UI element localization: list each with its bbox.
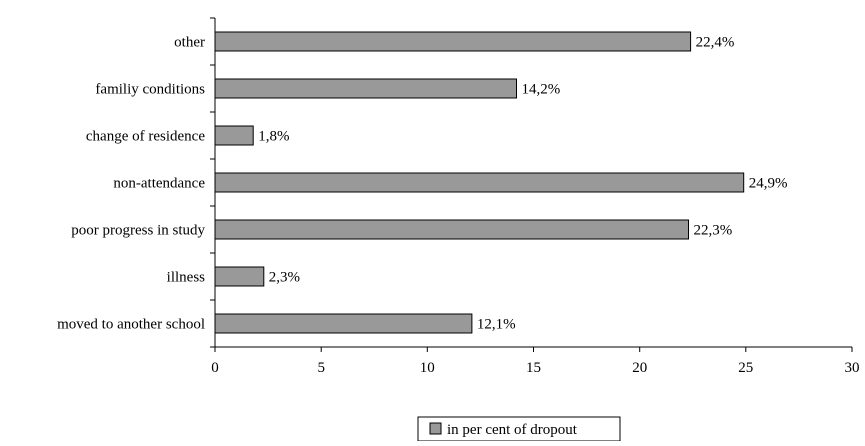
bar-value-label: 1,8% [258, 129, 289, 145]
category-label: moved to another school [57, 317, 205, 333]
bar-value-label: 14,2% [522, 82, 561, 98]
bar [214, 266, 265, 287]
category-label: poor progress in study [71, 223, 205, 239]
bar [214, 172, 745, 193]
category-label: illness [167, 270, 205, 286]
x-tick-label: 20 [632, 360, 647, 376]
bars-layer [214, 31, 745, 334]
legend-swatch [429, 422, 442, 435]
labels-layer: 22,4% other 14,2% familiy conditions 1,8% cha… [57, 35, 859, 377]
category-label: familiy conditions [95, 82, 205, 98]
bar [214, 31, 692, 52]
x-tick-label: 30 [845, 360, 860, 376]
category-label: non-attendance [113, 176, 205, 192]
bar-value-label: 2,3% [269, 270, 300, 286]
category-label: change of residence [86, 129, 205, 145]
bar-value-label: 22,4% [696, 35, 735, 51]
x-tick-label: 0 [211, 360, 219, 376]
legend-label: in per cent of dropout [447, 422, 578, 438]
axes-layer [210, 17, 853, 352]
bar [214, 313, 473, 334]
x-tick-label: 25 [738, 360, 753, 376]
bar [214, 78, 517, 99]
legend: in per cent of dropout [417, 416, 621, 442]
x-tick-label: 10 [420, 360, 435, 376]
legend-box [417, 416, 621, 442]
bar-value-label: 24,9% [749, 176, 788, 192]
bar [214, 219, 689, 240]
x-tick-label: 15 [526, 360, 541, 376]
bar-value-label: 22,3% [694, 223, 733, 239]
bar [214, 125, 254, 146]
category-label: other [174, 35, 205, 51]
x-tick-label: 5 [317, 360, 325, 376]
bar-value-label: 12,1% [477, 317, 516, 333]
